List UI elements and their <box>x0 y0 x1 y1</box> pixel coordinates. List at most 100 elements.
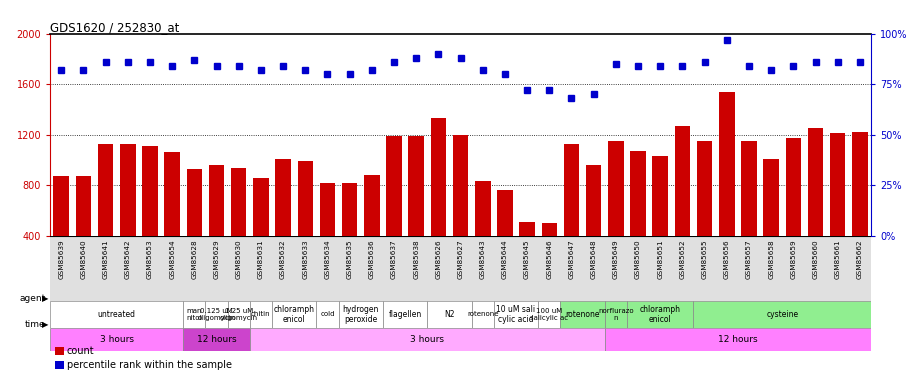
Text: GSM85640: GSM85640 <box>80 239 87 279</box>
Text: GSM85634: GSM85634 <box>324 239 330 279</box>
Text: 12 hours: 12 hours <box>197 335 236 344</box>
Bar <box>408 136 424 286</box>
Text: GSM85633: GSM85633 <box>302 239 308 279</box>
Text: GSM85652: GSM85652 <box>679 239 685 279</box>
Text: GSM85655: GSM85655 <box>701 239 707 279</box>
Text: GSM85660: GSM85660 <box>812 239 817 279</box>
Text: 10 uM sali
cylic acid: 10 uM sali cylic acid <box>496 305 535 324</box>
Bar <box>54 176 69 286</box>
Text: GSM85630: GSM85630 <box>235 239 241 279</box>
Text: GSM85659: GSM85659 <box>790 239 795 279</box>
Bar <box>630 151 645 286</box>
Bar <box>383 301 427 328</box>
Text: GSM85629: GSM85629 <box>213 239 220 279</box>
Bar <box>430 118 445 286</box>
Text: chloramph
enicol: chloramph enicol <box>273 305 314 324</box>
Bar <box>250 328 604 351</box>
Bar <box>209 165 224 286</box>
Bar <box>427 301 471 328</box>
Text: ▶: ▶ <box>42 320 48 329</box>
Bar <box>651 156 667 286</box>
Bar <box>50 301 183 328</box>
Bar <box>696 141 711 286</box>
Text: GSM85631: GSM85631 <box>258 239 263 279</box>
Text: norflurazo
n: norflurazo n <box>598 308 633 321</box>
Bar <box>183 301 205 328</box>
Bar <box>559 301 604 328</box>
Bar <box>205 301 228 328</box>
Bar <box>718 92 733 286</box>
Bar <box>496 190 512 286</box>
Bar <box>475 182 490 286</box>
Bar <box>626 301 692 328</box>
Text: GDS1620 / 252830_at: GDS1620 / 252830_at <box>50 21 179 34</box>
Text: GSM85626: GSM85626 <box>435 239 441 279</box>
Text: GSM85627: GSM85627 <box>457 239 463 279</box>
Bar <box>316 301 338 328</box>
Text: GSM85661: GSM85661 <box>834 239 840 279</box>
Text: GSM85647: GSM85647 <box>568 239 574 279</box>
Text: GSM85645: GSM85645 <box>524 239 529 279</box>
Text: untreated: untreated <box>97 310 136 319</box>
Bar <box>183 328 250 351</box>
Text: GSM85656: GSM85656 <box>723 239 729 279</box>
Bar <box>674 126 690 286</box>
Text: rotenone: rotenone <box>466 311 498 317</box>
Text: GSM85657: GSM85657 <box>745 239 752 279</box>
Bar <box>76 176 91 286</box>
Text: GSM85642: GSM85642 <box>125 239 130 279</box>
Text: GSM85644: GSM85644 <box>501 239 507 279</box>
Text: count: count <box>67 346 94 356</box>
Bar <box>537 301 559 328</box>
Text: agent: agent <box>19 294 46 303</box>
Bar <box>493 301 537 328</box>
Text: GSM85628: GSM85628 <box>191 239 197 279</box>
Text: 1.25 uM
oligomycin: 1.25 uM oligomycin <box>220 308 258 321</box>
Text: chitin: chitin <box>251 311 271 317</box>
Text: cold: cold <box>320 311 334 317</box>
Text: GSM85653: GSM85653 <box>147 239 153 279</box>
Bar <box>604 301 626 328</box>
Bar <box>338 301 383 328</box>
Bar <box>253 178 269 286</box>
Text: man
nitol: man nitol <box>187 308 202 321</box>
Text: 12 hours: 12 hours <box>717 335 757 344</box>
Bar <box>363 175 379 286</box>
Text: GSM85639: GSM85639 <box>58 239 64 279</box>
Text: hydrogen
peroxide: hydrogen peroxide <box>343 305 378 324</box>
Text: GSM85632: GSM85632 <box>280 239 286 279</box>
Text: GSM85637: GSM85637 <box>391 239 396 279</box>
Text: GSM85658: GSM85658 <box>767 239 773 279</box>
Text: cysteine: cysteine <box>765 310 797 319</box>
Bar <box>541 223 557 286</box>
Text: GSM85649: GSM85649 <box>612 239 619 279</box>
Text: flagellen: flagellen <box>388 310 421 319</box>
Text: time: time <box>25 320 46 329</box>
Bar <box>518 222 534 286</box>
Bar <box>741 141 756 286</box>
Bar <box>320 183 335 286</box>
Bar <box>452 135 468 286</box>
Text: GSM85662: GSM85662 <box>856 239 862 279</box>
Text: GSM85651: GSM85651 <box>657 239 662 279</box>
Bar <box>608 141 623 286</box>
Bar <box>297 161 312 286</box>
Text: 0.125 uM
oligomycin: 0.125 uM oligomycin <box>198 308 235 321</box>
Bar <box>142 146 158 286</box>
Text: GSM85654: GSM85654 <box>169 239 175 279</box>
Bar <box>563 144 578 286</box>
Text: 100 uM
salicylic ac: 100 uM salicylic ac <box>529 308 568 321</box>
Bar <box>50 328 183 351</box>
Bar <box>784 138 800 286</box>
Bar <box>250 301 271 328</box>
Text: 3 hours: 3 hours <box>99 335 134 344</box>
Bar <box>851 132 866 286</box>
Bar <box>164 152 179 286</box>
Bar <box>275 159 291 286</box>
Bar <box>692 301 870 328</box>
Text: GSM85648: GSM85648 <box>590 239 596 279</box>
Text: ▶: ▶ <box>42 294 48 303</box>
Bar <box>386 136 402 286</box>
Text: GSM85646: GSM85646 <box>546 239 552 279</box>
Text: GSM85636: GSM85636 <box>368 239 374 279</box>
